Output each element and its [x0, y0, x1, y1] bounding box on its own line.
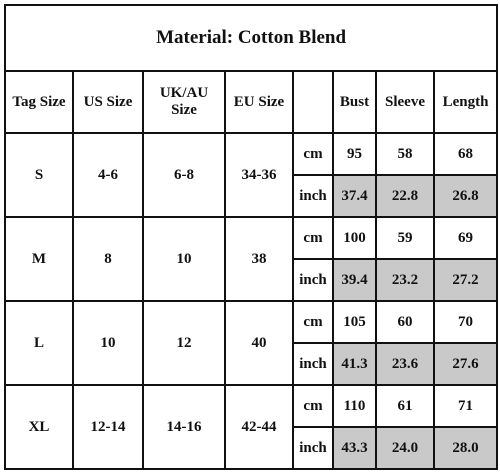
size-cell: 42-44: [224, 384, 294, 470]
size-cell: 14-16: [142, 384, 226, 470]
unit-cell: inch: [292, 342, 334, 386]
header-cell: Sleeve: [375, 70, 435, 134]
size-cell: 34-36: [224, 132, 294, 218]
size-table: Material: Cotton Blend Tag Size US Size UK…: [3, 4, 499, 470]
unit-cell: cm: [292, 132, 334, 176]
size-row: inch 37.4 22.8 26.8: [5, 174, 499, 218]
size-cell: 10: [72, 300, 144, 386]
header-row: Tag Size US Size UK/AU Size EU Size Bust Slee…: [4, 70, 499, 134]
unit-cell: cm: [292, 384, 334, 428]
size-row: inch 39.4 23.2 27.2: [5, 258, 499, 302]
size-row: inch 41.3 23.6 27.6: [5, 342, 499, 386]
measure-cell: 39.4: [332, 258, 377, 302]
measure-cell: 95: [332, 132, 377, 176]
header-cell: Bust: [332, 70, 377, 134]
size-row: XL 12-14 14-16 42-44 cm 110 61 71: [4, 384, 499, 470]
header-cell: US Size: [72, 70, 144, 134]
size-row: inch 43.3 24.0 28.0: [5, 426, 499, 470]
size-cell: 6-8: [142, 132, 226, 218]
size-cell: 12-14: [72, 384, 144, 470]
measure-cell: 69: [432, 216, 499, 260]
measure-cell: 70: [432, 300, 499, 344]
size-cell: 40: [224, 300, 294, 386]
size-cell: S: [4, 132, 74, 218]
measure-cell: 100: [332, 216, 377, 260]
size-cell: M: [4, 216, 74, 302]
header-cell: Length: [432, 70, 499, 134]
unit-cell: inch: [292, 426, 334, 470]
measure-cell: 61: [375, 384, 435, 428]
size-row: L 10 12 40 cm 105 60 70: [4, 300, 499, 386]
header-text: UK/AU Size: [159, 85, 209, 118]
measure-cell: 23.2: [375, 258, 435, 302]
title-row: Material: Cotton Blend: [3, 4, 499, 72]
measure-cell: 59: [375, 216, 435, 260]
size-cell: 4-6: [72, 132, 144, 218]
measure-cell: 43.3: [332, 426, 377, 470]
measure-cell: 58: [375, 132, 435, 176]
size-cell: 12: [142, 300, 226, 386]
table-body: Material: Cotton Blend Tag Size US Size UK…: [3, 4, 499, 470]
size-row: S 4-6 6-8 34-36 cm 95 58 68: [4, 132, 499, 218]
measure-cell: 68: [432, 132, 499, 176]
unit-cell: cm: [292, 216, 334, 260]
measure-cell: 110: [332, 384, 377, 428]
header-cell: UK/AU Size: [142, 70, 226, 134]
header-cell: Tag Size: [4, 70, 74, 134]
measure-cell: 24.0: [375, 426, 435, 470]
header-text: Length: [442, 93, 489, 110]
header-cell: EU Size: [224, 70, 294, 134]
size-cell: XL: [4, 384, 74, 470]
blank-cell: [292, 70, 334, 134]
header-text: US Size: [83, 93, 133, 110]
header-text: Bust: [339, 93, 370, 110]
table-title: Material: Cotton Blend: [3, 4, 499, 72]
measure-cell: 41.3: [332, 342, 377, 386]
measure-cell: 27.2: [432, 258, 499, 302]
size-row: M 8 10 38 cm 100 59 69: [4, 216, 499, 302]
unit-cell: inch: [292, 174, 334, 218]
measure-cell: 71: [432, 384, 499, 428]
measure-cell: 105: [332, 300, 377, 344]
size-cell: L: [4, 300, 74, 386]
size-cell: 38: [224, 216, 294, 302]
size-cell: 8: [72, 216, 144, 302]
unit-cell: inch: [292, 258, 334, 302]
unit-cell: cm: [292, 300, 334, 344]
measure-cell: 23.6: [375, 342, 435, 386]
measure-cell: 60: [375, 300, 435, 344]
measure-cell: 22.8: [375, 174, 435, 218]
measure-cell: 27.6: [432, 342, 499, 386]
measure-cell: 37.4: [332, 174, 377, 218]
header-text: Tag Size: [12, 93, 66, 110]
header-text: Sleeve: [385, 93, 425, 110]
measure-cell: 26.8: [432, 174, 499, 218]
size-cell: 10: [142, 216, 226, 302]
header-text: EU Size: [233, 93, 285, 110]
measure-cell: 28.0: [432, 426, 499, 470]
